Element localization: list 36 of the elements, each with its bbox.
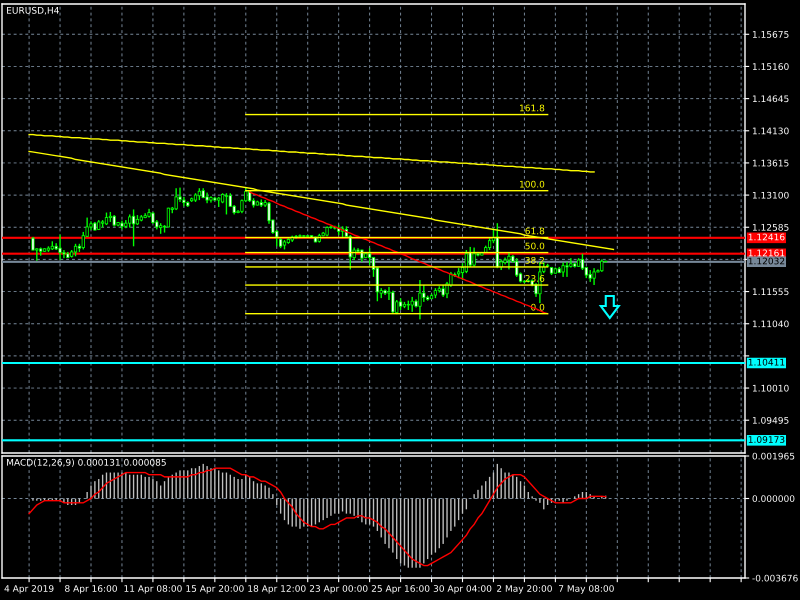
x-tick-label: 15 Apr 20:00 (186, 585, 244, 594)
ref-line-label: 1.10411 (748, 358, 784, 366)
y-tick-label: 1.11040 (752, 320, 789, 328)
y-tick-label: 1.10010 (752, 384, 789, 392)
chart-title: MACD(12,26,9) 0.000131 0.000085 (7, 458, 166, 467)
y-tick-label: 1.14130 (752, 128, 789, 134)
y-tick-label: 1.11555 (752, 288, 788, 296)
series-label: 50.0 (525, 242, 544, 250)
y-tick-label: 1.15160 (752, 63, 789, 70)
x-tick-label: 18 Apr 12:00 (248, 585, 306, 594)
x-tick-label: 30 Apr 04:00 (434, 585, 492, 594)
x-tick-label: 8 Apr 16:00 (65, 585, 117, 594)
y-tick-label: 1.14645 (752, 95, 788, 102)
series-label: 161.8 (520, 104, 544, 112)
x-tick-label: 25 Apr 16:00 (372, 585, 430, 594)
y-tick-label: -0.003676 (752, 574, 798, 582)
x-tick-label: 2 May 20:00 (497, 585, 552, 594)
ref-line-label: 1.12416 (748, 234, 785, 240)
y-tick-label: 1.13100 (752, 192, 789, 199)
y-tick-label: 1.13615 (752, 160, 788, 166)
y-tick-label: 0.001965 (752, 452, 794, 460)
x-tick-label: 23 Apr 00:00 (310, 585, 368, 594)
ref-line-label: 1.12032 (748, 258, 784, 264)
x-tick-label: 7 May 08:00 (558, 585, 614, 594)
x-tick-label: 11 Apr 08:00 (124, 585, 182, 594)
chart-title: EURUSD,H4 (7, 6, 59, 15)
series-label: 61.8 (525, 228, 544, 234)
series-label: 100.0 (520, 180, 544, 188)
series-label: 38.2 (525, 256, 544, 264)
y-tick-label: 1.15675 (752, 31, 788, 38)
ref-line-label: 1.12161 (748, 250, 784, 256)
y-tick-label: 1.09495 (752, 416, 788, 424)
ref-line-label: 1.09173 (748, 436, 784, 443)
y-tick-label: 1.12585 (752, 224, 788, 231)
y-tick-label: 0.000000 (752, 495, 794, 502)
x-tick-label: 4 Apr 2019 (4, 585, 54, 594)
